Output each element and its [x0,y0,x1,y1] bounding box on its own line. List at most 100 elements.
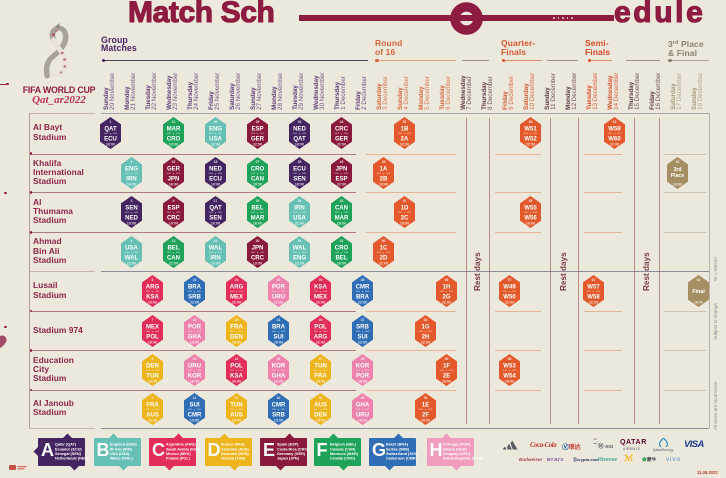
svg-text:13:00: 13:00 [274,419,283,423]
svg-text:22:00: 22:00 [211,143,220,147]
svg-text:22:00: 22:00 [358,301,367,305]
svg-text:19:00: 19:00 [127,222,136,226]
svg-text:BEL: BEL [335,255,347,261]
svg-text:28: 28 [256,120,260,124]
svg-text:USA: USA [293,216,306,222]
svg-text:57: 57 [508,278,512,282]
svg-text:BEL: BEL [167,245,179,251]
svg-text:22:00: 22:00 [253,143,262,147]
svg-text:KSA: KSA [230,373,243,379]
svg-text:DEN: DEN [314,412,327,418]
svg-text:ESP: ESP [251,127,263,133]
svg-text:16:00: 16:00 [190,380,199,384]
svg-text:22:00: 22:00 [358,340,367,344]
svg-text:FRA: FRA [146,403,159,409]
svg-text:IRN: IRN [210,255,220,261]
svg-text:53: 53 [424,396,428,400]
svg-text:Place: Place [671,173,685,179]
svg-text:MEX: MEX [314,294,327,300]
svg-text:16:00: 16:00 [232,380,241,384]
svg-text:SEN: SEN [293,176,305,182]
svg-text:33: 33 [319,396,323,400]
svg-text:CRC: CRC [251,255,265,261]
svg-text:v: v [173,211,175,215]
svg-text:v: v [194,369,196,373]
svg-text:v: v [446,369,448,373]
svg-text:POR: POR [356,373,370,379]
svg-text:6: 6 [152,357,154,361]
svg-text:41: 41 [340,239,344,243]
svg-text:v: v [362,329,364,333]
svg-text:22:00: 22:00 [127,261,136,265]
svg-text:49: 49 [382,160,386,164]
svg-text:v: v [194,329,196,333]
svg-text:v: v [362,407,364,411]
svg-text:v: v [173,171,175,175]
svg-text:22:00: 22:00 [232,301,241,305]
svg-text:ARG: ARG [146,285,160,291]
svg-text:v: v [215,250,217,254]
svg-text:v: v [299,171,301,175]
svg-text:v: v [362,369,364,373]
svg-text:22:00: 22:00 [169,261,178,265]
svg-text:39: 39 [319,278,323,282]
svg-text:v: v [257,211,259,215]
svg-text:v: v [509,289,511,293]
svg-text:1F: 1F [443,364,450,370]
svg-text:v: v [278,407,280,411]
svg-text:11: 11 [172,120,176,124]
svg-text:1B: 1B [401,127,409,133]
svg-text:v: v [341,211,343,215]
svg-text:v: v [131,171,133,175]
svg-text:CMR: CMR [272,403,286,409]
svg-text:v: v [320,329,322,333]
svg-text:2B: 2B [380,176,388,182]
svg-text:18:00: 18:00 [505,380,514,384]
svg-text:58: 58 [508,357,512,361]
svg-text:26: 26 [256,239,260,243]
svg-text:GER: GER [251,136,265,142]
svg-text:W58: W58 [587,294,600,300]
svg-text:v: v [530,132,532,136]
svg-text:37: 37 [319,357,323,361]
svg-text:W52: W52 [524,136,537,142]
svg-text:1C: 1C [380,245,388,251]
svg-text:v: v [173,132,175,136]
svg-text:21: 21 [235,396,239,400]
svg-text:16:00: 16:00 [274,380,283,384]
svg-text:TUN: TUN [146,373,158,379]
svg-text:19:00: 19:00 [106,143,115,147]
svg-text:CRO: CRO [167,136,181,142]
svg-text:SEN: SEN [125,206,137,212]
svg-text:JPN: JPN [168,176,180,182]
svg-text:v: v [278,289,280,293]
svg-text:v: v [341,171,343,175]
svg-text:GHA: GHA [188,334,202,340]
svg-text:WAL: WAL [125,255,139,261]
svg-text:ARG: ARG [230,285,244,291]
svg-text:v: v [446,289,448,293]
svg-text:2: 2 [131,199,133,203]
svg-text:URU: URU [188,364,201,370]
svg-text:v: v [509,369,511,373]
svg-text:SUI: SUI [189,403,199,409]
svg-text:QAT: QAT [104,127,117,133]
svg-text:16:00: 16:00 [148,380,157,384]
svg-text:v: v [194,407,196,411]
svg-text:24: 24 [235,278,239,282]
svg-text:18:00: 18:00 [316,380,325,384]
svg-text:36: 36 [298,199,302,203]
svg-text:22:00: 22:00 [505,301,514,305]
svg-text:W49: W49 [503,285,516,291]
svg-text:SUI: SUI [273,334,283,340]
svg-text:W51: W51 [524,127,537,133]
svg-text:v: v [299,132,301,136]
svg-text:BRA: BRA [188,285,202,291]
svg-text:GER: GER [335,136,349,142]
svg-text:19:00: 19:00 [253,183,262,187]
svg-text:SRB: SRB [356,324,369,330]
svg-text:19:00: 19:00 [211,183,220,187]
svg-text:5: 5 [152,396,154,400]
svg-text:MEX: MEX [230,294,243,300]
svg-text:22: 22 [235,357,239,361]
